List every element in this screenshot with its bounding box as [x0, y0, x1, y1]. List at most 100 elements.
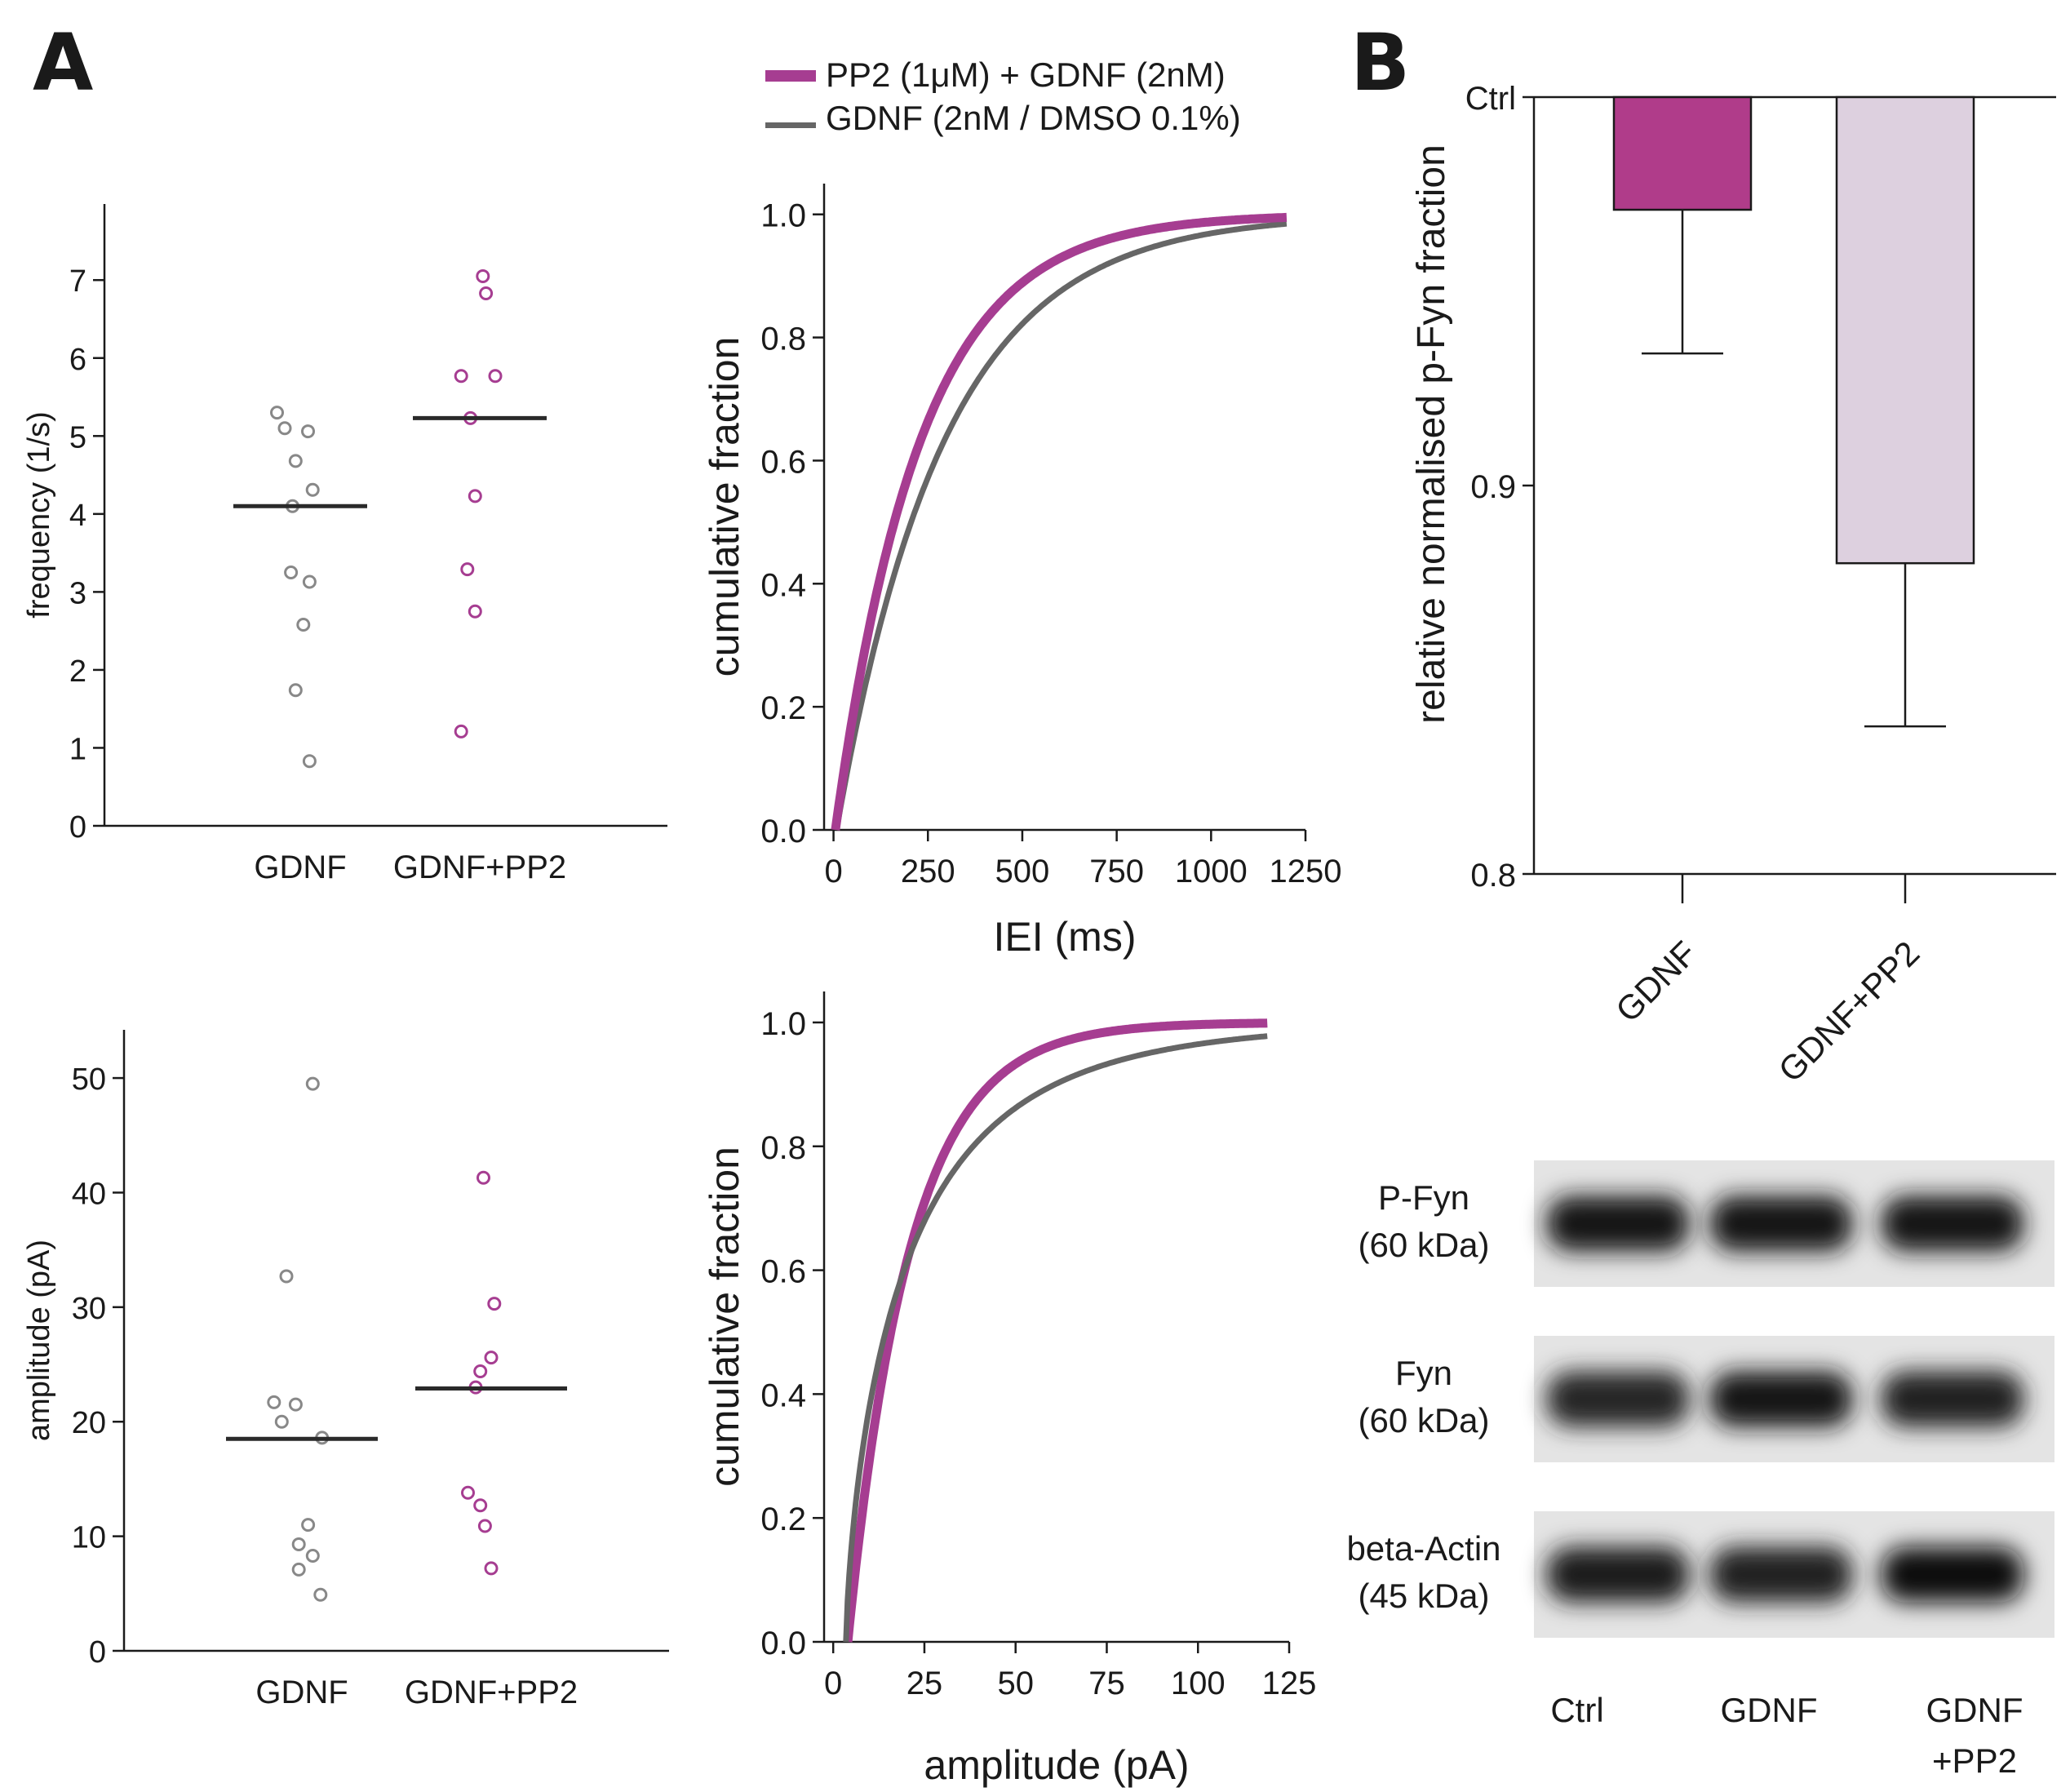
data-point [296, 618, 311, 632]
y-tick-label: 0.8 [1470, 858, 1516, 894]
data-point [277, 421, 292, 436]
data-point [484, 1351, 499, 1365]
y-tick-label: 0.9 [1470, 469, 1516, 505]
x-tick-label: 1250 [1270, 854, 1342, 889]
data-point [484, 1561, 499, 1576]
data-point [279, 1269, 294, 1284]
blot-band [1881, 1371, 2024, 1427]
frequency-dotplot: 0 1 2 3 4 5 6 7 frequency (1/s) GDNF GDNF+PP2 [22, 204, 667, 885]
x-tick-label: 750 [1089, 854, 1144, 889]
data-point [291, 1562, 306, 1577]
y-tick-label: 1.0 [760, 1006, 806, 1042]
data-point [476, 268, 490, 283]
data-point [461, 1485, 475, 1500]
x-tick-label: 0 [824, 1666, 842, 1701]
y-tick-label: 30 [72, 1292, 106, 1326]
y-tick-label: 0.4 [760, 1377, 806, 1413]
data-point [267, 1395, 281, 1409]
blot-protein-label: P-Fyn [1378, 1178, 1469, 1217]
y-tick-label: 0.4 [760, 567, 806, 603]
y-axis-label: cumulative fraction [702, 337, 747, 677]
data-point [302, 574, 317, 589]
y-axis-label: frequency (1/s) [22, 411, 56, 618]
y-tick-label: 10 [72, 1521, 106, 1555]
y-axis-label: relative normalised p-Fyn fraction [1410, 144, 1453, 724]
cdf-series-line [843, 1018, 1270, 1643]
data-point [454, 369, 468, 384]
data-point [473, 1364, 488, 1378]
x-axis-label: IEI (ms) [994, 914, 1137, 960]
x-tick-label: 0 [824, 854, 842, 889]
legend-swatch-gdnf [765, 122, 816, 128]
y-tick-label: 1 [69, 732, 86, 766]
data-point [488, 369, 503, 384]
blot-band [1709, 1371, 1853, 1427]
y-tick-label: 0.6 [760, 444, 806, 480]
y-axis-label: cumulative fraction [702, 1147, 747, 1487]
blot-band [1709, 1546, 1853, 1603]
category-label: GDNF+PP2 [405, 1674, 578, 1710]
panel-label-b: B [1350, 17, 1410, 109]
x-tick-label: 50 [997, 1666, 1034, 1701]
x-tick-label: 100 [1171, 1666, 1226, 1701]
legend-label-pp2: PP2 (1μM) + GDNF (2nM) [826, 55, 1226, 94]
data-point [270, 406, 284, 420]
y-tick-label: 4 [69, 499, 86, 533]
blot-band [1546, 1371, 1690, 1427]
y-tick-label: 0.6 [760, 1254, 806, 1290]
x-tick-label: 25 [906, 1666, 943, 1701]
data-point [479, 286, 494, 300]
y-tick-label: 5 [69, 420, 86, 455]
data-point [305, 1076, 320, 1091]
cdf-series-line [831, 212, 1290, 831]
data-point [460, 562, 475, 577]
y-tick-label: 1.0 [760, 198, 806, 234]
x-tick-label: 500 [995, 854, 1050, 889]
data-point [305, 482, 320, 497]
data-point [313, 1587, 328, 1602]
data-point [284, 565, 299, 579]
data-point [274, 1414, 289, 1429]
data-point [288, 454, 303, 468]
data-point [487, 1297, 502, 1311]
y-tick-label: 3 [69, 576, 86, 610]
data-point [468, 604, 482, 619]
category-label: GDNF+PP2 [1771, 934, 1927, 1089]
data-point [477, 1519, 492, 1533]
data-point [288, 1397, 303, 1412]
x-tick-label: 75 [1088, 1666, 1125, 1701]
y-tick-label: 0.2 [760, 690, 806, 726]
legend-swatch-pp2 [765, 70, 816, 82]
blot-band [1709, 1195, 1853, 1252]
y-tick-label: 6 [69, 343, 86, 377]
category-label: GDNF [254, 849, 346, 885]
x-tick-label: 250 [901, 854, 955, 889]
y-tick-label: 0.2 [760, 1501, 806, 1537]
blot-lane-label: GDNF [1721, 1691, 1818, 1729]
y-axis-label: amplitude (pA) [22, 1240, 56, 1441]
legend: PP2 (1μM) + GDNF (2nM) GDNF (2nM / DMSO … [765, 55, 1241, 137]
panel-label-a: A [33, 17, 93, 109]
y-tick-label: 0 [89, 1635, 106, 1670]
blot-band [1546, 1195, 1690, 1252]
data-point [302, 754, 317, 769]
amplitude-cumulative-plot: 0.0 0.2 0.4 0.6 0.8 1.0 0 25 50 75 100 125 amplitude… [702, 991, 1316, 1788]
blot-lane-label: Ctrl [1550, 1691, 1603, 1729]
y-tick-label: 0 [69, 810, 86, 845]
category-label: GDNF [255, 1674, 348, 1710]
data-point [291, 1537, 306, 1551]
data-point [454, 724, 468, 739]
blot-kda-label: (45 kDa) [1358, 1577, 1489, 1615]
category-label: GDNF+PP2 [393, 849, 566, 885]
y-tick-label: 0.0 [760, 814, 806, 849]
pfyn-bar-chart: Ctrl 0.8 0.9 relative normalised p-Fyn frac… [1410, 81, 2056, 1089]
blot-kda-label: (60 kDa) [1358, 1401, 1489, 1439]
x-tick-label: 125 [1262, 1666, 1317, 1701]
legend-label-gdnf: GDNF (2nM / DMSO 0.1%) [826, 99, 1241, 137]
ctrl-label: Ctrl [1465, 81, 1516, 117]
amplitude-dotplot: 0 10 20 30 40 50 amplitude (pA) GDNF GDNF+PP2 [22, 1030, 669, 1710]
y-tick-label: 7 [69, 264, 86, 299]
y-tick-label: 40 [72, 1177, 106, 1211]
data-point [301, 1518, 316, 1533]
